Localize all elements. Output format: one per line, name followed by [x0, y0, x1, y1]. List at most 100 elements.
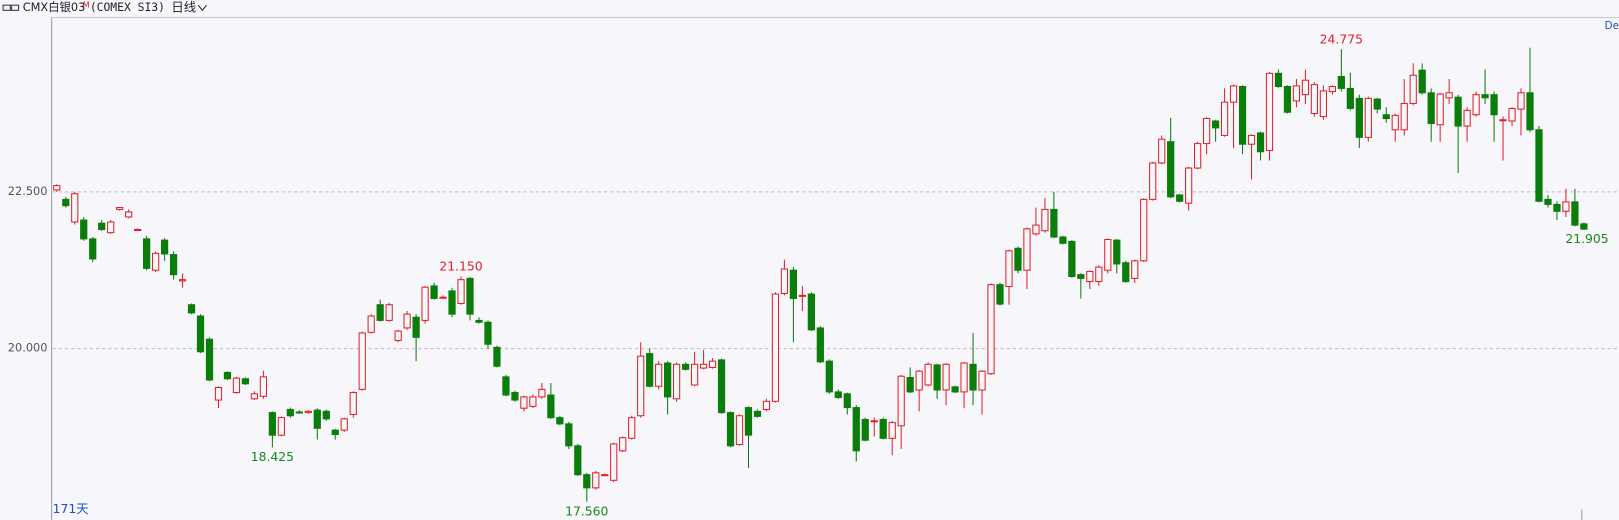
- candle-body: [1211, 120, 1220, 129]
- candle-body: [699, 363, 708, 369]
- y-tick-label: 20.000: [8, 341, 48, 355]
- candle-body: [160, 239, 169, 255]
- candle-body: [1158, 138, 1166, 164]
- candle-body: [1526, 92, 1534, 131]
- candle-body: [322, 410, 330, 420]
- candle-body: [511, 392, 519, 401]
- candle-body: [1274, 72, 1283, 88]
- days-label: 171天: [53, 502, 89, 516]
- candle-body: [1176, 194, 1184, 202]
- candle-body: [107, 221, 115, 234]
- candle-body: [223, 371, 232, 380]
- candle-body: [655, 363, 663, 387]
- candle-body: [376, 304, 384, 321]
- candle-body: [1400, 102, 1408, 131]
- candle-body: [1050, 208, 1058, 238]
- candle-body: [978, 370, 986, 391]
- candle-body: [1463, 109, 1471, 127]
- candle-body: [771, 293, 780, 402]
- candle-body: [628, 417, 636, 439]
- candle-body: [1256, 132, 1265, 153]
- candle-body: [726, 412, 735, 447]
- candle-body: [1418, 69, 1426, 94]
- candle-body: [367, 315, 375, 333]
- candle-body: [1580, 223, 1588, 230]
- candle-body: [89, 238, 97, 260]
- candle-body: [394, 330, 402, 341]
- candle-body: [1346, 87, 1354, 109]
- candle-body: [1508, 107, 1516, 122]
- candle-body: [556, 417, 564, 425]
- candle-body: [1086, 270, 1094, 283]
- candle-body: [1337, 75, 1345, 89]
- candle-body: [403, 313, 411, 329]
- candle-body: [1427, 92, 1435, 125]
- candle-body: [637, 355, 645, 417]
- candle-body: [520, 396, 528, 409]
- candle-body: [143, 238, 151, 269]
- candle-body: [1445, 92, 1453, 99]
- candle-body: [475, 319, 483, 323]
- price-annotation: 18.425: [251, 450, 294, 464]
- candle-body: [753, 410, 762, 417]
- candle-body: [196, 315, 205, 353]
- candle-body: [987, 284, 995, 375]
- candle-body: [897, 375, 905, 427]
- candle-body: [888, 422, 896, 439]
- candle-body: [1472, 94, 1480, 116]
- candle-body: [1382, 114, 1390, 120]
- candle-body: [673, 363, 681, 400]
- candle-body: [80, 219, 88, 240]
- candle-body: [960, 362, 968, 393]
- candle-body: [690, 363, 699, 386]
- candle-body: [1005, 250, 1013, 288]
- candle-body: [942, 363, 950, 391]
- candle-body: [1238, 86, 1247, 145]
- y-tick-label: 22.500: [8, 184, 48, 198]
- candle-body: [1247, 134, 1256, 145]
- candle-body: [1059, 236, 1067, 244]
- candle-body: [924, 363, 932, 386]
- candle-body: [484, 321, 492, 345]
- candle-body: [601, 474, 609, 477]
- candle-body: [116, 207, 124, 210]
- candle-body: [286, 408, 294, 417]
- candle-body: [1194, 143, 1202, 169]
- period[interactable]: 日线: [171, 1, 196, 15]
- candle-body: [529, 396, 537, 407]
- candle-body: [1283, 86, 1292, 113]
- candle-body: [1113, 239, 1121, 265]
- candle-body: [331, 429, 339, 436]
- price-annotation: 21.150: [439, 260, 482, 274]
- candle-body: [1041, 208, 1049, 232]
- candle-body: [951, 386, 959, 393]
- candle-body: [798, 294, 806, 297]
- period-chevron[interactable]: [197, 4, 207, 12]
- candle-body: [1535, 129, 1543, 202]
- candle-body: [1310, 84, 1319, 114]
- candle-body: [681, 363, 690, 370]
- candle-body: [1409, 74, 1417, 104]
- candle-body: [1095, 266, 1103, 283]
- candle-body: [583, 474, 591, 489]
- candle-body: [259, 376, 268, 397]
- candle-body: [232, 377, 241, 394]
- candle-body: [565, 423, 573, 447]
- candle-body: [205, 338, 214, 381]
- candle-body: [592, 472, 600, 489]
- candle-body: [421, 286, 429, 321]
- candle-body: [187, 304, 196, 314]
- candle-body: [1077, 274, 1085, 279]
- candle-body: [134, 228, 142, 232]
- candle-body: [1140, 198, 1148, 262]
- candle-body: [151, 252, 160, 271]
- candle-body: [1104, 239, 1112, 271]
- candle-body: [1553, 203, 1561, 212]
- candle-body: [547, 394, 555, 419]
- candle-body: [250, 393, 259, 400]
- candle-body: [1544, 198, 1552, 205]
- candle-body: [340, 418, 348, 431]
- candle-body: [295, 411, 303, 414]
- candle-body: [906, 376, 914, 393]
